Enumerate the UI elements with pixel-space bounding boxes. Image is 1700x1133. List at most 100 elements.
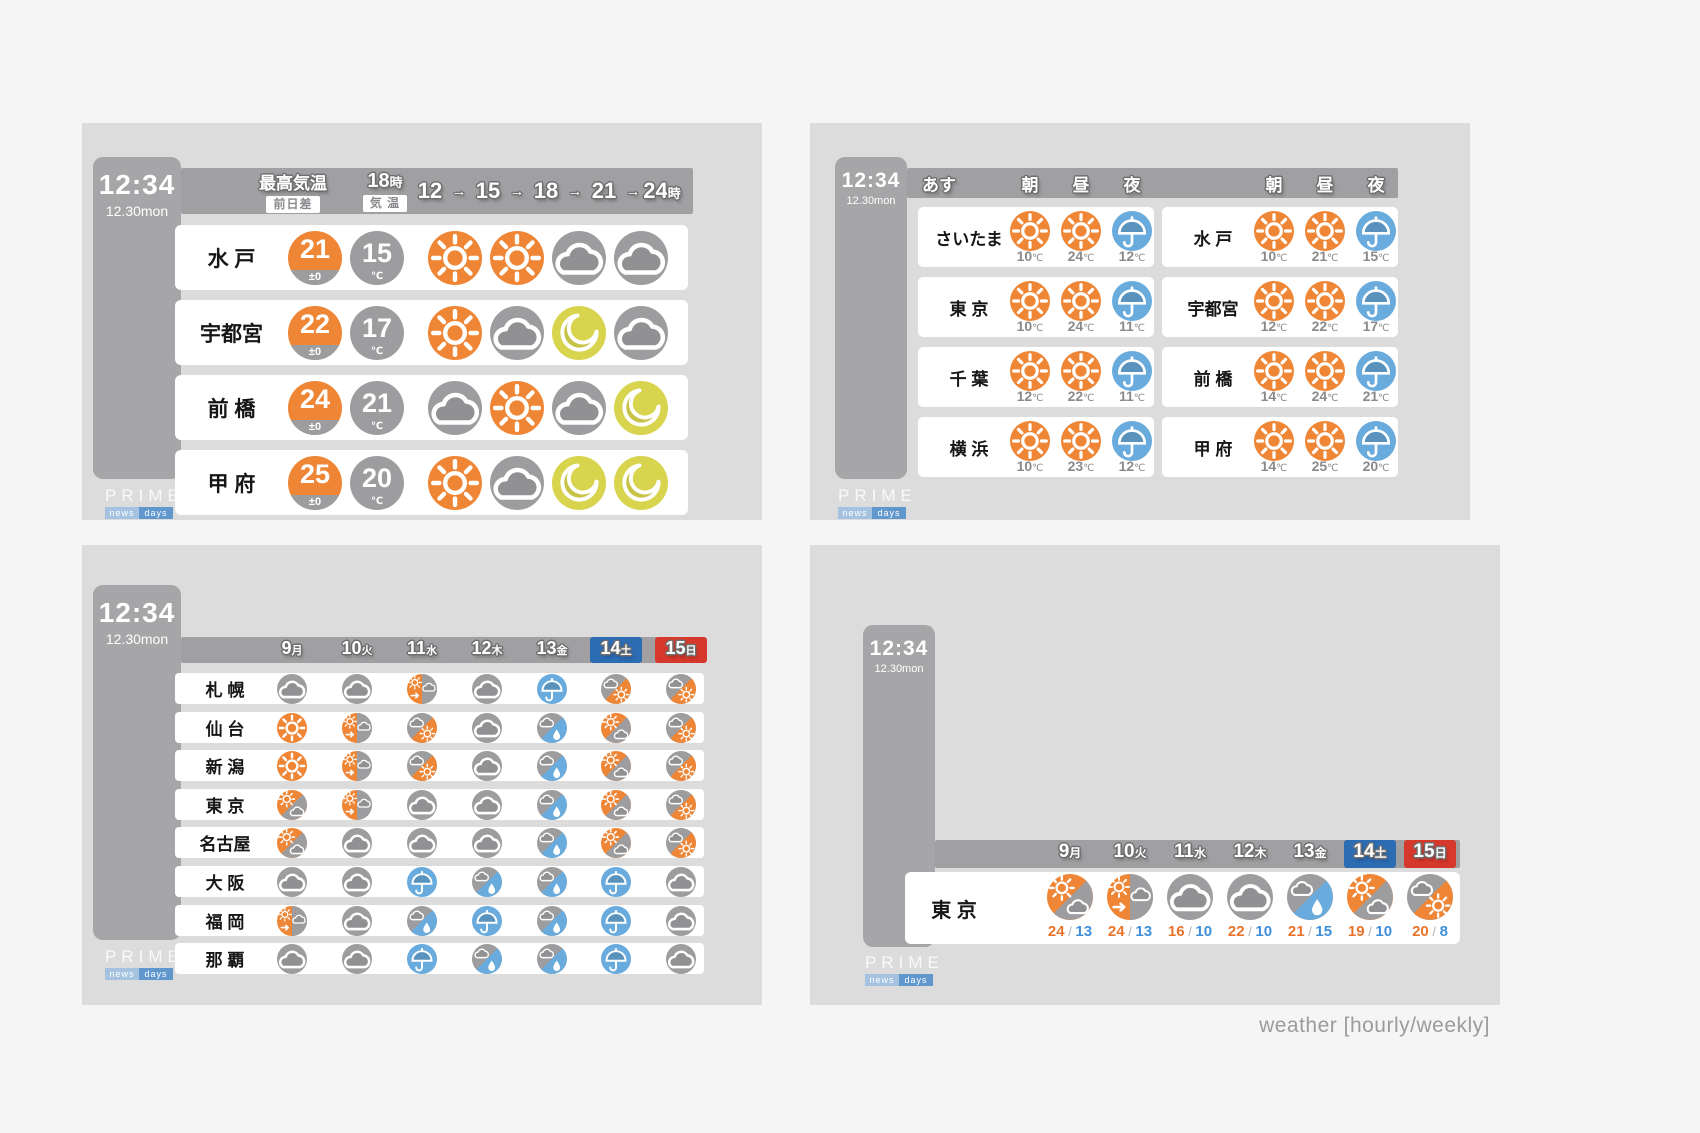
sun-cloud-icon [1047,874,1093,920]
weekly-row: 大 阪 [175,866,704,897]
logo-title: PRIME [105,947,184,966]
cell-temp: 12℃ [1118,458,1146,474]
panel-weekly-tokyo: 12:34 12.30mon PRIME news days 9 月 10 火 11 水 12… [810,545,1500,1005]
sun-icon [1305,281,1345,321]
cloud-icon [342,673,372,704]
cloud-sun-icon [666,750,696,781]
umbrella-icon [601,866,631,897]
cloud-icon [1227,874,1273,920]
umbrella-icon [1112,351,1152,391]
cloud-sun-icon [1407,874,1453,920]
sun-icon [277,712,307,743]
sun-icon [1061,281,1101,321]
hour-label: 24時 [643,178,681,203]
sun-cloud-icon [601,827,631,858]
forecast-row: 前 橋 24 ±0 21 ℃ [175,375,688,440]
clock-date: 12.30mon [846,195,896,207]
cell-temp: 20℃ [1362,458,1390,474]
clock-time: 12:34 [841,169,901,192]
umbrella-icon [1112,281,1152,321]
temp-unit: ℃ [370,420,384,432]
cloud-sun-icon [407,750,437,781]
sun-icon [1061,351,1101,391]
city-forecast-card: 千 葉 12℃ 22℃ 11℃ [918,347,1154,407]
weekday-header-bar: 9 月 10 火 11 水 12 木 13 金 14 土 15 日 [181,637,707,663]
prime-logo: PRIME news days [105,947,184,980]
hi-lo-temps: 20 / 8 [1412,923,1448,940]
arrow-icon: → [451,182,467,200]
time-of-day-label: 昼 [1316,175,1334,195]
moon-icon [614,380,668,435]
logo-news-badge: news [105,968,139,980]
sun-icon [428,455,482,510]
cloud-icon [614,230,668,285]
hi-lo-temps: 19 / 10 [1347,923,1393,940]
cloud-icon [1167,874,1213,920]
cloud-sun-icon [666,789,696,820]
city-label: 水 戸 [207,247,256,271]
temp-unit: ℃ [370,345,384,357]
forecast-cell: 22℃ [1058,347,1104,407]
low-temp-badge: 15 ℃ [350,230,404,285]
sun-icon [1061,421,1101,461]
logo-days-badge: days [139,968,173,980]
cell-temp: 10℃ [1016,318,1044,334]
cloud-icon [342,905,372,936]
prev-day-diff-value: ±0 [288,419,342,435]
low-temp-value: 17 [361,312,393,343]
cell-temp: 25℃ [1311,458,1339,474]
high-temp-badge: 22 ±0 [288,305,342,360]
hi-lo-temps: 21 / 15 [1287,923,1333,940]
daily-forecast-cell: 20 / 8 [1399,872,1461,944]
sun-to-cloud-icon [407,673,437,704]
cell-temp: 17℃ [1362,318,1390,334]
low-temp-badge: 21 ℃ [350,380,404,435]
hour-label: 15 [475,178,501,203]
clock: 12:34 12.30mon [863,625,935,675]
sun-cloud-icon [277,827,307,858]
high-temp-badge: 25 ±0 [288,455,342,510]
prime-logo: PRIME news days [838,486,917,519]
cell-temp: 10℃ [1016,458,1044,474]
low-temp-value: 21 [361,387,393,418]
city-forecast-card: 甲 府 14℃ 25℃ 20℃ [1162,417,1398,477]
cloud-rain-icon [537,943,567,974]
clock-time: 12:34 [98,597,176,628]
weekday-label: 12 木 [1233,841,1267,862]
weekday-label: 15 日 [655,637,707,663]
sun-to-cloud-icon [342,750,372,781]
clock-time: 12:34 [98,169,176,200]
logo-title: PRIME [105,486,184,505]
forecast-cell: 14℃ [1251,347,1297,407]
logo-news-badge: news [865,974,899,986]
sun-cloud-icon [601,750,631,781]
panel-tomorrow-forecast: 12:34 12.30mon PRIME news days あす 朝昼夜朝昼夜 … [810,123,1470,520]
logo-badges: news days [838,507,917,519]
cell-temp: 22℃ [1311,318,1339,334]
city-label: 前 橋 [1193,369,1233,389]
umbrella-icon [1112,211,1152,251]
city-label: 東 京 [205,797,245,816]
forecast-row: 甲 府 25 ±0 20 ℃ [175,450,688,515]
time-of-day-label: 昼 [1072,175,1090,195]
weekly-row: 福 岡 [175,905,704,936]
sheet-caption: weather [hourly/weekly] [1259,1014,1490,1037]
sun-icon [490,380,544,435]
city-label: 仙 台 [205,720,245,739]
cell-temp: 23℃ [1067,458,1095,474]
forecast-cell: 12℃ [1109,417,1155,477]
cloud-icon [472,712,502,743]
weekday-label: 10 火 [1113,841,1147,862]
forecast-row: 水 戸 21 ±0 15 ℃ [175,225,688,290]
cloud-icon [472,750,502,781]
hour-timeline: 12 → 15 → 18 → 21 → 24時 [409,168,683,214]
cell-temp: 24℃ [1067,318,1095,334]
cell-temp: 21℃ [1311,248,1339,264]
prime-logo: PRIME news days [105,486,184,519]
cloud-icon [666,943,696,974]
logo-title: PRIME [838,486,917,505]
hour-label: 18 [533,178,559,203]
tokyo-weekly-card: 東 京 24 / 13 24 / 13 16 / 10 22 / 10 21 / 15 1… [905,872,1460,944]
hourly-icons [428,230,668,285]
